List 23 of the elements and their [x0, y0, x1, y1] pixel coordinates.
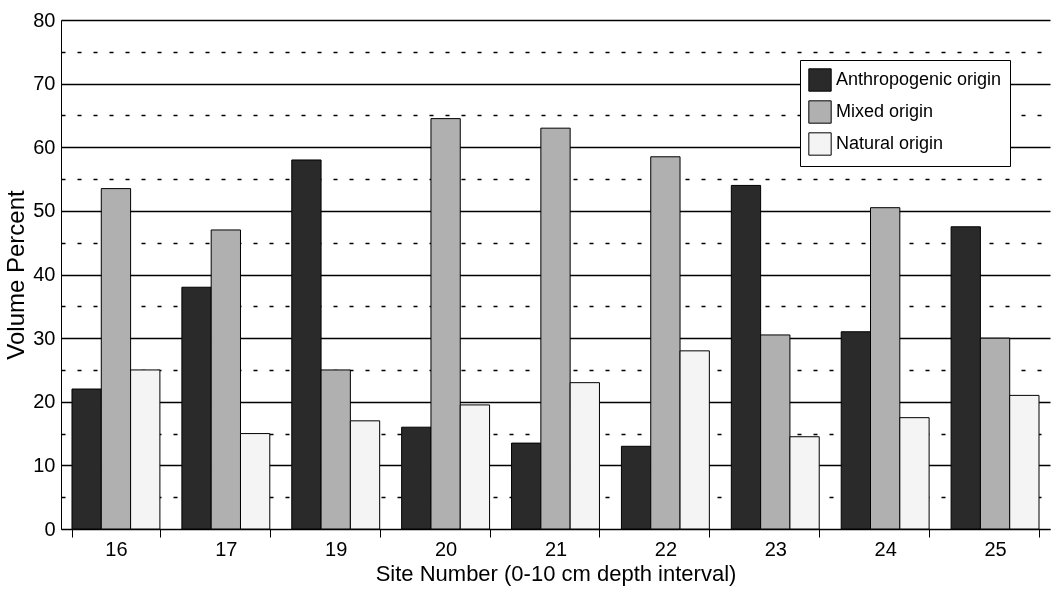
legend-label: Natural origin: [836, 133, 944, 153]
y-tick-label: 50: [33, 199, 56, 222]
x-tick-label: 24: [874, 537, 897, 560]
y-tick-label: 70: [33, 72, 56, 95]
x-tick-label: 21: [544, 537, 568, 560]
y-tick-label: 60: [33, 135, 56, 158]
legend-label: Anthropogenic origin: [836, 69, 1002, 89]
y-tick-label: 20: [33, 390, 56, 413]
y-axis-title: Volume Percent: [2, 189, 30, 360]
x-tick-label: 20: [434, 537, 458, 560]
x-tick-label: 19: [325, 537, 348, 560]
x-tick-label: 17: [215, 537, 238, 560]
legend-label: Mixed origin: [836, 101, 934, 121]
y-tick-label: 30: [33, 326, 56, 349]
x-axis-title: Site Number (0-10 cm depth interval): [375, 560, 737, 586]
y-tick-label: 10: [33, 453, 56, 476]
x-tick-label: 23: [764, 537, 787, 560]
x-tick-label: 16: [105, 537, 128, 560]
x-tick-label: 25: [984, 537, 1007, 560]
y-tick-label: 40: [33, 263, 56, 285]
x-tick-label: 22: [654, 537, 678, 560]
y-tick-label: 0: [44, 517, 56, 540]
y-tick-label: 80: [33, 8, 56, 31]
